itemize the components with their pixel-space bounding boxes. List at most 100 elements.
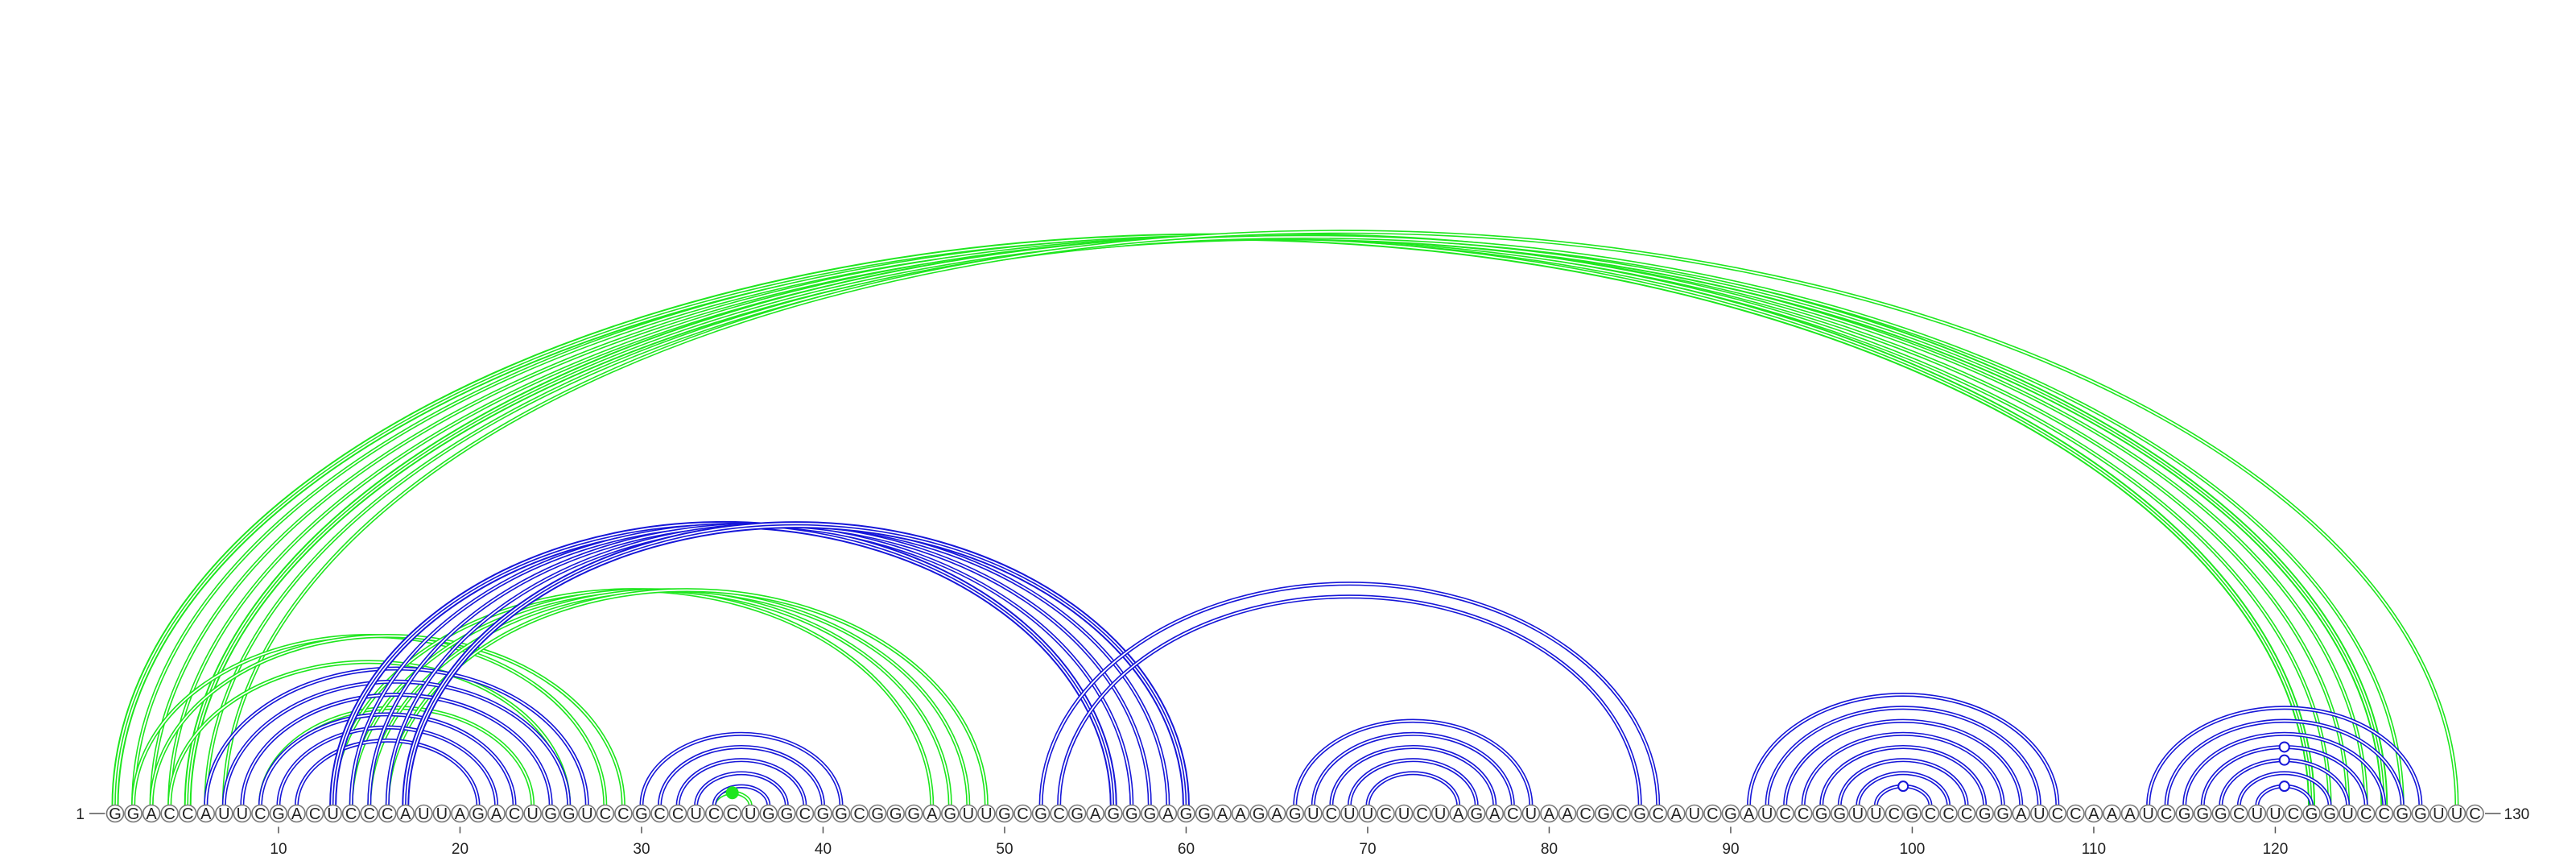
nucleotide-letter: U (1761, 805, 1773, 823)
nucleotide: G (941, 804, 960, 823)
nucleotide-letter: C (672, 805, 683, 823)
nucleotide: A (487, 804, 506, 823)
nucleotide-letter: U (1344, 805, 1355, 823)
nucleotide: U (959, 804, 978, 823)
nucleotide: C (704, 804, 724, 823)
nucleotide-letter: A (927, 805, 938, 823)
nucleotide: C (723, 804, 742, 823)
nucleotide: U (1358, 804, 1377, 823)
axis-tick: 50 (996, 826, 1013, 857)
nucleotide-letter: A (1562, 805, 1573, 823)
nucleotide-letter: G (2306, 805, 2318, 823)
nucleotide-letter: A (2107, 805, 2118, 823)
nucleotide-letter: C (1507, 805, 1518, 823)
nucleotide-letter: C (654, 805, 665, 823)
nucleotide-letter: G (817, 805, 830, 823)
nucleotide: U (1430, 804, 1450, 823)
nucleotide: G (778, 804, 796, 823)
nucleotide-letter: C (1579, 805, 1591, 823)
open-marker (2278, 754, 2290, 766)
nucleotide: C (360, 804, 379, 823)
nucleotide: A (2012, 804, 2031, 823)
base-pair-arc (385, 588, 989, 806)
base-pair-arc (149, 633, 625, 806)
nucleotide-letter: U (2252, 805, 2263, 823)
nucleotide-letter: G (835, 805, 848, 823)
base-pair-arc (2236, 771, 2332, 806)
nucleotide-letter: G (1144, 805, 1157, 823)
nucleotide: G (1177, 804, 1195, 823)
nucleotide-letter: C (1616, 805, 1627, 823)
nucleotide-letter: U (1362, 805, 1373, 823)
nucleotide-letter: G (890, 805, 902, 823)
nucleotide: U (324, 804, 342, 823)
nucleotide-letter: C (1889, 805, 1900, 823)
axis-tick-label: 20 (452, 841, 469, 857)
nucleotide-letter: A (291, 805, 303, 823)
axis-tick-label: 10 (270, 841, 287, 857)
nucleotide: U (1394, 804, 1414, 823)
nucleotide: A (1213, 804, 1232, 823)
nucleotide: G (1031, 804, 1051, 823)
nucleotide: C (305, 804, 324, 823)
base-pair-arc (1856, 771, 1951, 806)
nucleotide: U (2030, 804, 2049, 823)
nucleotide: C (1794, 804, 1813, 823)
nucleotide: A (287, 804, 306, 823)
nucleotide-letter: C (600, 805, 611, 823)
nucleotide-letter: C (2233, 805, 2244, 823)
nucleotide: U (577, 804, 597, 823)
nucleotide: U (1521, 804, 1541, 823)
nucleotide: C (668, 804, 687, 823)
nucleotide-letter: C (163, 805, 175, 823)
nucleotide-letter: G (998, 805, 1011, 823)
axis-tick-label: 30 (633, 841, 650, 857)
nucleotide-letter: U (1435, 805, 1446, 823)
nucleotide: C (795, 804, 815, 823)
nucleotide: U (233, 804, 252, 823)
nucleotide-letter: C (2052, 805, 2063, 823)
nucleotide-letter: C (726, 805, 737, 823)
nucleotide: U (1685, 804, 1704, 823)
axis-tick-label: 100 (1900, 841, 1926, 857)
nucleotide: C (378, 804, 397, 823)
nucleotide-letter: C (2161, 805, 2172, 823)
nucleotide: A (2103, 804, 2121, 823)
nucleotide: G (759, 804, 778, 823)
base-pair-arc (1038, 581, 1661, 806)
nucleotide: A (1158, 804, 1178, 823)
nucleotide-letter: U (1525, 805, 1537, 823)
base-pair-arc (206, 237, 2403, 805)
nucleotide: G (1975, 804, 1994, 823)
nucleotide-letter: G (1107, 805, 1120, 823)
axis-tick-label: 50 (996, 841, 1013, 857)
nucleotide-letter: C (2360, 805, 2372, 823)
nucleotide: U (1304, 804, 1323, 823)
nucleotide: C (1576, 804, 1595, 823)
base-pair-arc (1057, 594, 1642, 806)
nucleotide: G (1903, 804, 1922, 823)
nucleotide-letter: G (1253, 805, 1265, 823)
nucleotide: C (341, 804, 361, 823)
nucleotide: C (251, 804, 270, 823)
nucleotide: G (2193, 804, 2212, 823)
nucleotide-letter: A (200, 805, 212, 823)
open-marker (2278, 780, 2290, 793)
nucleotide: C (1939, 804, 1958, 823)
nucleotide-letter: G (944, 805, 957, 823)
axis-tick: 80 (1541, 826, 1558, 857)
nucleotide-letter: G (1979, 805, 1992, 823)
nucleotide: C (1921, 804, 1940, 823)
nucleotide-letter: U (745, 805, 756, 823)
open-marker (1897, 780, 1909, 793)
nucleotide-letter: C (1961, 805, 1972, 823)
nucleotide-letter: C (1798, 805, 1809, 823)
nucleotide-letter: C (1653, 805, 1664, 823)
nucleotide-letter: A (400, 805, 411, 823)
base-pair-arc (2182, 731, 2387, 806)
nucleotide-letter: C (1779, 805, 1790, 823)
nucleotide-letter: C (1017, 805, 1028, 823)
base-pair-arc (204, 666, 589, 806)
nucleotide-letter: U (1689, 805, 1700, 823)
nucleotide: U (977, 804, 996, 823)
